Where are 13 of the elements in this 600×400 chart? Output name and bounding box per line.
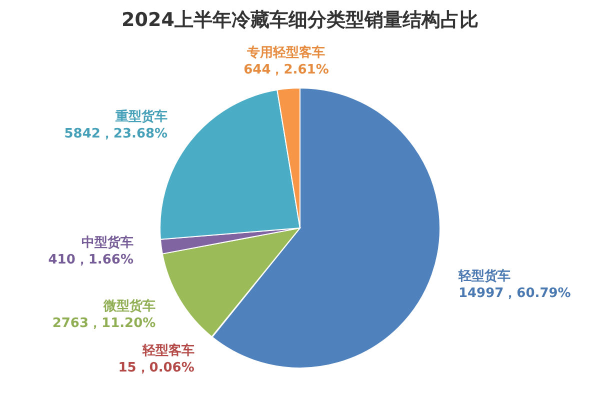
- data-label: 15，0.06%: [118, 360, 194, 376]
- slice-label: 重型货车: [114, 108, 168, 125]
- data-label: 5842，23.68%: [64, 126, 168, 142]
- slice-label: 微型货车: [102, 298, 156, 314]
- data-label: 410，1.66%: [48, 252, 134, 268]
- data-label: 2763，11.20%: [52, 316, 156, 331]
- slice-label: 专用轻型客车: [246, 44, 326, 61]
- slice-label: 中型货车: [81, 234, 134, 250]
- slice-label: 轻型货车: [457, 268, 510, 284]
- data-label: 14997，60.79%: [458, 286, 571, 301]
- data-label: 644，2.61%: [244, 62, 329, 78]
- slice-label: 轻型客车: [141, 342, 194, 359]
- chart-title: 2024上半年冷藏车细分类型销量结构占比: [122, 9, 478, 31]
